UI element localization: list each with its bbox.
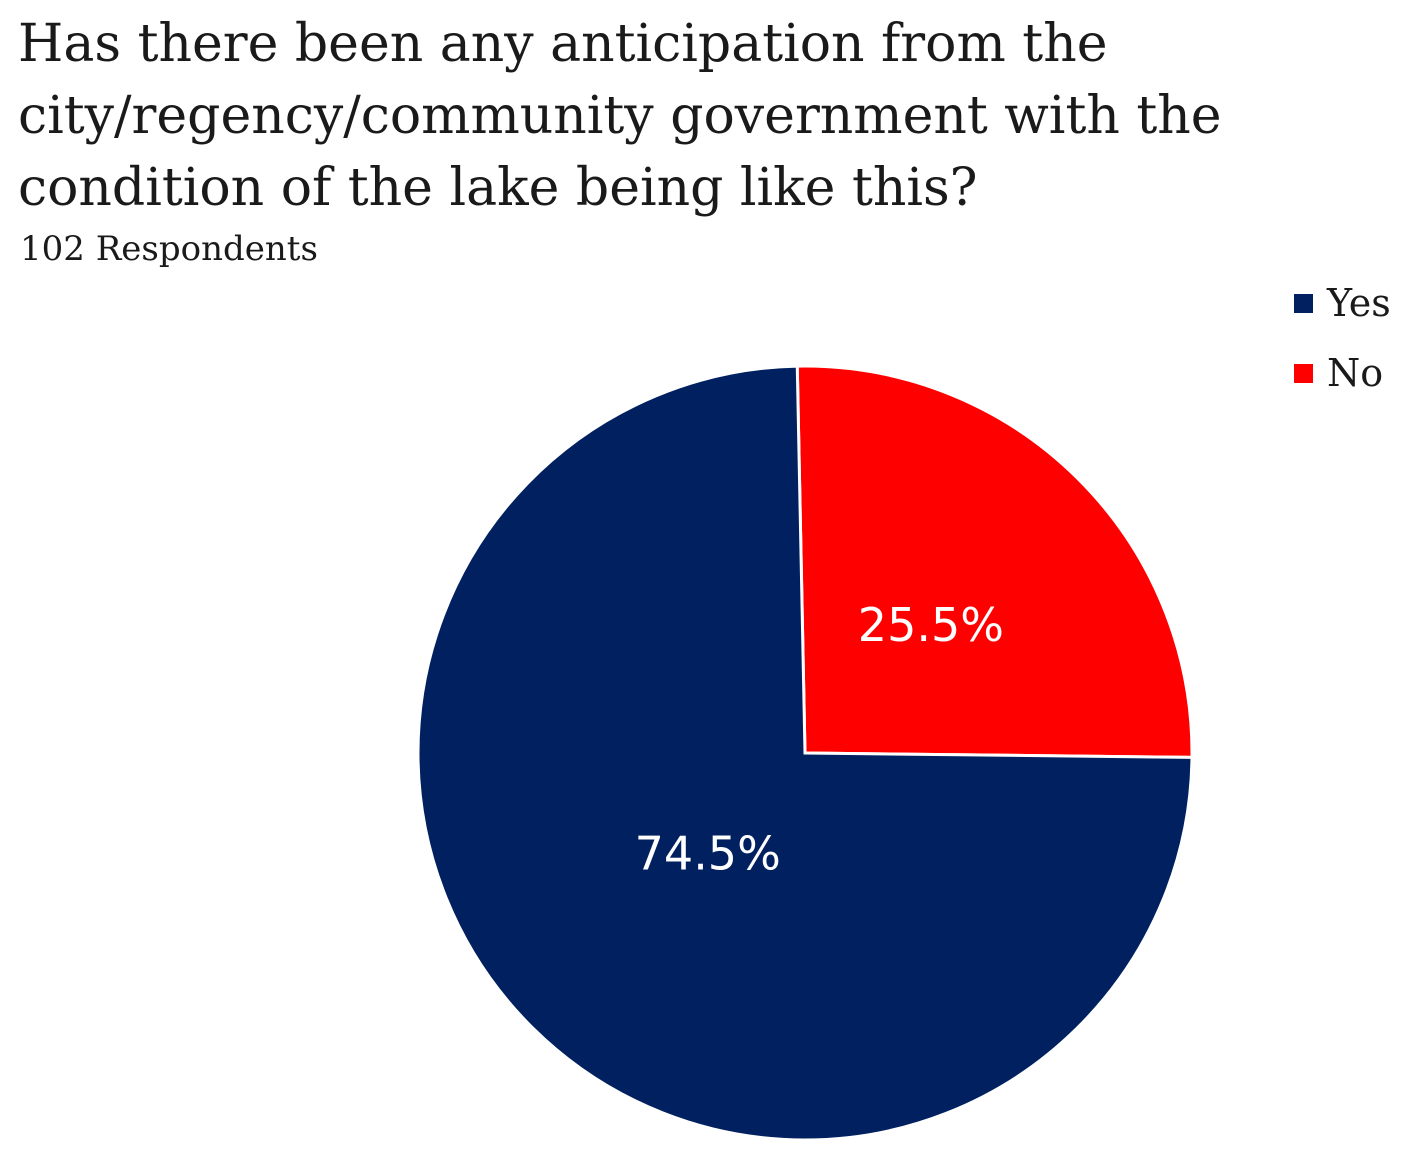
pie-slice-no bbox=[795, 364, 1194, 759]
legend-item-no: No bbox=[1294, 350, 1391, 396]
legend: Yes No bbox=[1294, 280, 1391, 420]
legend-label-no: No bbox=[1327, 351, 1384, 395]
legend-swatch-yes bbox=[1294, 293, 1313, 313]
chart-subtitle: 102 Respondents bbox=[20, 229, 318, 269]
pie-slice-yes bbox=[416, 364, 1194, 1142]
data-label-yes: 74.5% bbox=[635, 826, 781, 880]
legend-item-yes: Yes bbox=[1294, 280, 1391, 326]
legend-label-yes: Yes bbox=[1327, 281, 1391, 325]
legend-swatch-no bbox=[1294, 363, 1313, 383]
data-label-no: 25.5% bbox=[858, 598, 1004, 652]
chart-title: Has there been any anticipation from the… bbox=[18, 14, 1222, 218]
